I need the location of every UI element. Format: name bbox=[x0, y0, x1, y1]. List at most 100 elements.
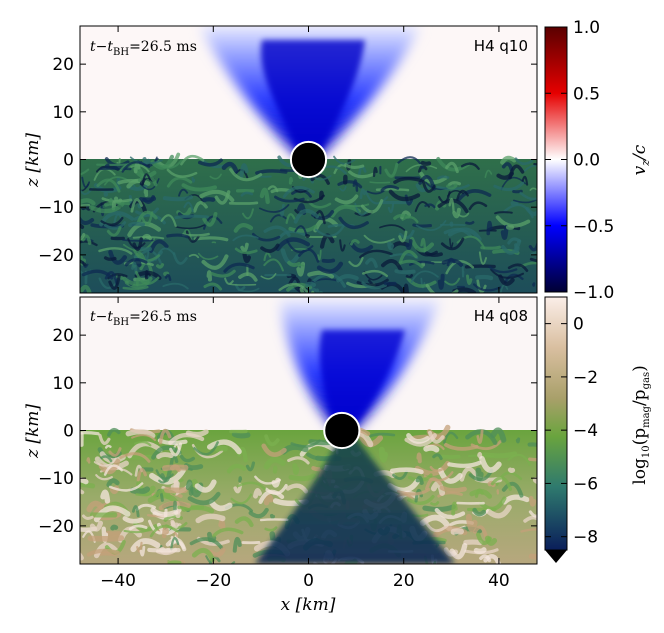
texture-stroke bbox=[372, 166, 378, 177]
texture-stroke bbox=[170, 520, 180, 529]
texture-stroke bbox=[437, 467, 463, 484]
x-tick-label: 0 bbox=[303, 571, 314, 591]
texture-stroke bbox=[398, 230, 408, 243]
texture-stroke bbox=[305, 233, 310, 239]
texture-stroke bbox=[444, 442, 479, 451]
texture-stroke bbox=[406, 433, 430, 444]
texture-stroke bbox=[450, 528, 464, 535]
texture-stroke bbox=[500, 224, 509, 240]
texture-stroke bbox=[447, 181, 462, 187]
texture-stroke bbox=[89, 520, 104, 532]
texture-stroke bbox=[150, 507, 179, 518]
texture-stroke bbox=[255, 169, 288, 175]
x-tick-label: 40 bbox=[488, 571, 510, 591]
texture-stroke bbox=[449, 238, 454, 249]
texture-stroke bbox=[229, 168, 263, 182]
texture-stroke bbox=[501, 494, 530, 505]
texture-stroke bbox=[261, 443, 287, 457]
texture-stroke bbox=[278, 229, 306, 240]
texture-stroke bbox=[202, 215, 223, 230]
texture-stroke bbox=[139, 178, 160, 191]
texture-stroke bbox=[193, 236, 229, 242]
texture-stroke bbox=[178, 188, 189, 197]
texture-stroke bbox=[319, 190, 324, 201]
texture-stroke bbox=[228, 201, 259, 205]
texture-stroke bbox=[103, 464, 124, 476]
colorbar-tick-label: −6 bbox=[573, 474, 598, 494]
texture-stroke bbox=[348, 256, 364, 268]
texture-stroke bbox=[529, 257, 537, 263]
x-tick-label: −40 bbox=[100, 571, 136, 591]
texture-stroke bbox=[364, 190, 389, 205]
texture-stroke bbox=[285, 213, 296, 224]
texture-stroke bbox=[181, 183, 218, 192]
texture-stroke bbox=[141, 173, 151, 186]
texture-stroke bbox=[264, 526, 278, 532]
texture-stroke bbox=[440, 237, 465, 251]
texture-stroke bbox=[80, 488, 85, 495]
texture-stroke bbox=[359, 188, 366, 200]
texture-stroke bbox=[237, 481, 266, 491]
texture-stroke bbox=[96, 178, 121, 193]
texture-stroke bbox=[110, 524, 119, 531]
texture-stroke bbox=[241, 208, 254, 220]
texture-stroke bbox=[169, 464, 181, 473]
texture-stroke bbox=[457, 189, 492, 202]
texture-stroke bbox=[501, 162, 514, 172]
texture-stroke bbox=[503, 203, 534, 219]
texture-stroke bbox=[81, 269, 114, 280]
texture-stroke bbox=[131, 261, 138, 275]
texture-stroke bbox=[508, 164, 525, 180]
texture-stroke bbox=[375, 188, 410, 192]
texture-stroke bbox=[98, 277, 118, 290]
x-tick-label: −20 bbox=[195, 571, 231, 591]
texture-stroke bbox=[439, 485, 467, 493]
texture-stroke bbox=[348, 170, 375, 179]
texture-stroke bbox=[528, 553, 537, 560]
texture-stroke bbox=[503, 273, 524, 284]
texture-stroke bbox=[407, 495, 435, 505]
texture-stroke bbox=[494, 211, 513, 215]
texture-stroke bbox=[423, 519, 449, 533]
texture-stroke bbox=[490, 476, 513, 491]
texture-stroke bbox=[519, 191, 537, 201]
texture-stroke bbox=[158, 477, 168, 484]
texture-stroke bbox=[143, 187, 149, 197]
texture-stroke bbox=[339, 239, 346, 252]
texture-stroke bbox=[436, 184, 470, 191]
texture-stroke bbox=[432, 453, 443, 461]
colorbar-tick-label: 0 bbox=[573, 315, 584, 335]
texture-stroke bbox=[466, 274, 473, 285]
texture-stroke bbox=[161, 525, 169, 539]
texture-stroke bbox=[142, 233, 152, 241]
texture-stroke bbox=[135, 207, 160, 217]
texture-stroke bbox=[403, 283, 409, 293]
texture-stroke bbox=[369, 432, 396, 438]
texture-stroke bbox=[208, 499, 233, 512]
texture-stroke bbox=[409, 236, 435, 253]
texture-stroke bbox=[155, 469, 174, 480]
texture-stroke bbox=[150, 154, 174, 170]
texture-stroke bbox=[449, 221, 454, 227]
texture-stroke bbox=[157, 438, 188, 446]
texture-stroke bbox=[349, 239, 360, 246]
texture-stroke bbox=[251, 232, 281, 242]
texture-stroke bbox=[478, 251, 488, 265]
texture-stroke bbox=[179, 454, 196, 463]
y-tick-label: −20 bbox=[38, 246, 74, 266]
texture-stroke bbox=[170, 537, 180, 551]
texture-stroke bbox=[473, 547, 487, 555]
texture-stroke bbox=[288, 473, 316, 482]
texture-stroke bbox=[239, 163, 249, 180]
y-tick-label: −10 bbox=[38, 469, 74, 489]
texture-stroke bbox=[101, 197, 133, 203]
texture-stroke bbox=[248, 507, 269, 519]
colorbar-tick-label: −2 bbox=[573, 368, 598, 388]
texture-stroke bbox=[174, 214, 209, 220]
texture-stroke bbox=[156, 452, 174, 459]
texture-stroke bbox=[352, 179, 359, 192]
texture-stroke bbox=[480, 245, 501, 250]
texture-stroke bbox=[136, 467, 147, 482]
texture-stroke bbox=[479, 496, 507, 511]
texture-stroke bbox=[98, 455, 113, 463]
